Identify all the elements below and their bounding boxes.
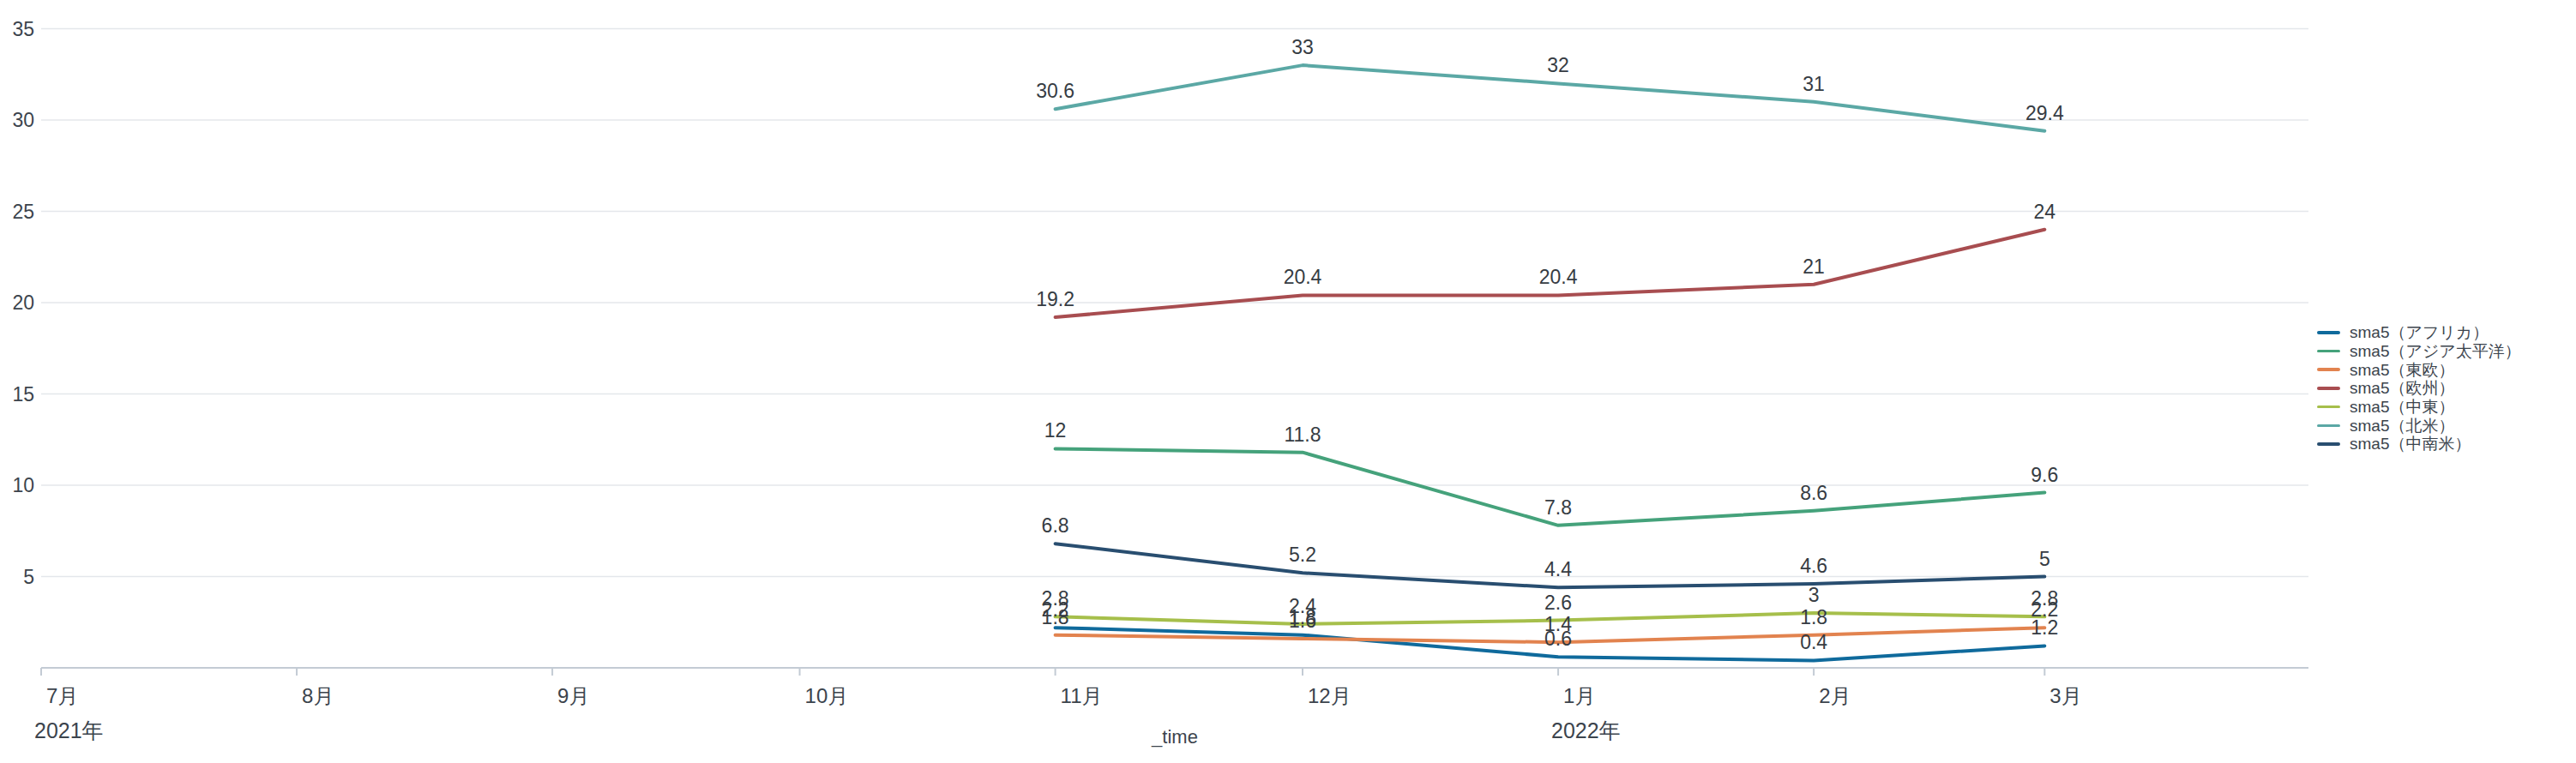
chart-canvas: 51015202530357月8月9月10月11月12月1月2月3月2021年2… <box>0 0 2576 763</box>
x-axis-tick-label: 3月 <box>2049 684 2081 707</box>
legend-item[interactable]: sma5（アジア太平洋） <box>2317 342 2521 361</box>
value-label: 19.2 <box>1036 288 1074 310</box>
value-label: 31 <box>1803 73 1825 95</box>
value-label: 3 <box>1809 584 1820 606</box>
y-axis-tick-label: 5 <box>23 566 34 588</box>
value-label: 1.4 <box>1544 613 1572 635</box>
legend-item[interactable]: sma5（中東） <box>2317 398 2521 417</box>
grid-layer <box>41 29 2308 577</box>
x-axis-title: _time <box>1151 726 1198 748</box>
x-axis-tick-label: 12月 <box>1308 684 1351 707</box>
value-label: 33 <box>1291 36 1314 58</box>
legend-item[interactable]: sma5（中南米） <box>2317 435 2521 454</box>
y-axis-tick-label: 35 <box>12 18 34 40</box>
legend-item[interactable]: sma5（アフリカ） <box>2317 323 2521 342</box>
value-label: 4.6 <box>1800 555 1827 577</box>
value-label: 12 <box>1044 419 1067 442</box>
value-label: 8.6 <box>1800 482 1827 504</box>
legend-item[interactable]: sma5（東欧） <box>2317 360 2521 379</box>
value-label: 11.8 <box>1284 424 1321 446</box>
legend-label: sma5（中東） <box>2350 398 2454 416</box>
chart-panel: 51015202530357月8月9月10月11月12月1月2月3月2021年2… <box>0 0 2576 763</box>
x-axis-tick-label: 2月 <box>1819 684 1851 707</box>
value-label: 4.4 <box>1544 558 1572 580</box>
axis-layer: 51015202530357月8月9月10月11月12月1月2月3月2021年2… <box>12 18 2308 743</box>
legend-item[interactable]: sma5（欧州） <box>2317 379 2521 398</box>
value-label: 2.8 <box>1042 587 1069 610</box>
value-label: 0.4 <box>1800 631 1827 653</box>
value-label: 7.8 <box>1544 496 1572 519</box>
y-axis-tick-label: 15 <box>12 383 34 406</box>
legend-swatch-icon <box>2317 442 2340 446</box>
value-label: 32 <box>1547 54 1569 76</box>
legend-label: sma5（欧州） <box>2350 379 2454 397</box>
value-label: 20.4 <box>1284 266 1322 288</box>
y-axis-tick-label: 30 <box>12 109 34 131</box>
legend-label: sma5（中南米） <box>2350 435 2471 453</box>
value-label: 5.2 <box>1289 544 1316 566</box>
y-axis-tick-label: 25 <box>12 201 34 223</box>
value-label: 24 <box>2034 201 2056 223</box>
value-label: 9.6 <box>2031 464 2058 486</box>
value-label: 2.4 <box>1289 595 1316 617</box>
x-axis-year-label: 2022年 <box>1551 718 1621 742</box>
legend-swatch-icon <box>2317 368 2340 371</box>
value-label: 30.6 <box>1036 80 1074 102</box>
value-label: 5 <box>2039 548 2050 570</box>
legend-swatch-icon <box>2317 424 2340 428</box>
legend-label: sma5（北米） <box>2350 417 2454 435</box>
value-label: 6.8 <box>1042 514 1069 537</box>
legend-swatch-icon <box>2317 331 2340 334</box>
value-label: 2.6 <box>1544 592 1572 614</box>
value-label: 21 <box>1803 255 1825 278</box>
value-label: 29.4 <box>2025 102 2064 124</box>
legend-swatch-icon <box>2317 406 2340 409</box>
legend-item[interactable]: sma5（北米） <box>2317 416 2521 435</box>
x-axis-tick-label: 10月 <box>805 684 849 707</box>
x-axis-tick-label: 1月 <box>1563 684 1595 707</box>
x-axis-tick-label: 9月 <box>557 684 589 707</box>
legend-label: sma5（東欧） <box>2350 361 2454 379</box>
value-label: 2.8 <box>2031 587 2058 610</box>
legend-label: sma5（アジア太平洋） <box>2350 342 2521 360</box>
y-axis-tick-label: 20 <box>12 291 34 314</box>
legend-label: sma5（アフリカ） <box>2350 323 2489 341</box>
value-label: 1.8 <box>1800 606 1827 628</box>
x-axis-tick-label: 8月 <box>302 684 334 707</box>
y-axis-tick-label: 10 <box>12 474 34 496</box>
x-axis-year-label: 2021年 <box>34 718 104 742</box>
value-label: 20.4 <box>1539 266 1578 288</box>
legend-swatch-icon <box>2317 387 2340 390</box>
x-axis-tick-label: 11月 <box>1061 684 1103 707</box>
legend-swatch-icon <box>2317 350 2340 353</box>
legend: sma5（アフリカ）sma5（アジア太平洋）sma5（東欧）sma5（欧州）sm… <box>2317 323 2521 454</box>
x-axis-tick-label: 7月 <box>46 684 78 707</box>
